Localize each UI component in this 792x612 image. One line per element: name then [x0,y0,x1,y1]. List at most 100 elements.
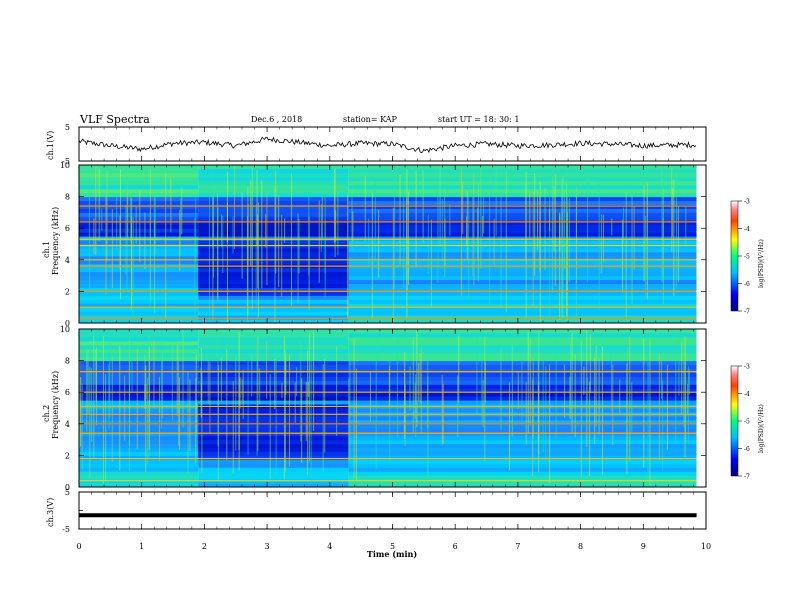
spectrogram-streak [419,353,421,404]
spectrogram-ytick-label: 4 [65,420,70,429]
spectrogram-streak [681,341,683,415]
spectrogram-streak [394,177,396,289]
spectrogram-streak [257,202,259,319]
spectrogram-streak [355,368,357,482]
spectrogram-cell [198,224,349,229]
spectrogram-cell [348,220,697,225]
colorbar-tick-label: -6 [744,446,750,453]
spectrogram-streak [79,358,81,448]
spectrogram-cell [198,435,349,441]
spectrogram-cell [198,295,349,300]
ch3-ytick-label: -5 [62,525,70,534]
time-tick-label: 9 [641,542,646,551]
spectrogram-cell [198,267,349,273]
spectrogram-streak [643,185,645,282]
ch2-colorbar-label: log(PSD)(V²/Hz) [758,404,765,453]
ch1-waveform-ticks: 5 -5 [62,123,70,166]
spectrogram-streak [625,191,627,320]
spectrogram-cell [198,415,349,421]
spectrogram-streak [483,174,485,234]
spectrogram-cell [348,364,697,369]
spectrogram-cell [79,364,199,369]
spectrogram-streak [131,197,133,305]
spectrogram-streak [595,345,597,427]
spectrogram-streak [307,350,309,475]
spectrogram-cell [348,208,697,213]
spectrogram-cell [79,471,199,476]
spectrogram-streak [444,218,446,268]
spectrogram-streak [153,340,155,409]
spectrogram-streak [509,382,511,471]
spectrogram-streak [495,169,497,237]
spectrogram-streak [257,214,259,289]
spectrogram-streak [517,372,519,409]
time-tick-label: 7 [515,542,520,551]
spectrogram-streak [247,331,249,456]
spectrogram-streak [220,214,222,248]
spectrogram-streak [661,170,663,282]
spectrogram-streak [130,190,132,242]
spectrogram-streak [281,214,283,297]
spectrogram-streak [388,366,390,408]
spectrogram-streak [208,179,210,323]
spectrogram-streak [529,338,531,426]
spectrogram-cell [79,360,199,366]
spectrogram-streak [284,350,286,472]
spectrogram-cell [198,419,349,425]
ch1-waveform-panel: 5 -5 ch.1(V) [46,123,707,166]
spectrogram-streak [476,334,478,415]
spectrogram-streak [460,168,462,296]
spectrogram-streak [144,212,146,270]
spectrogram-cell [198,336,349,342]
figure-station: station= KAP [343,115,398,124]
spectrogram-streak [683,341,685,428]
spectrogram-cell [198,255,349,261]
spectrogram-streak [347,194,349,319]
spectrogram-cell [348,368,697,373]
ch1-colorbar-ticks: -3 -4 -5 -6 -7 [738,199,750,316]
spectrogram-streak [232,216,234,254]
spectrogram-cell [348,315,697,320]
spectrogram-streak [623,207,625,243]
spectrogram-cell [79,299,199,304]
spectrogram-cell [348,212,697,217]
spectrogram-cell [198,244,349,249]
spectrogram-cell [79,352,199,358]
spectrogram-streak [179,209,181,271]
spectrogram-cell [348,224,697,229]
spectrogram-streak [284,218,286,243]
spectrogram-streak [179,377,181,451]
spectrogram-streak [217,207,219,302]
spectrogram-cell [198,247,349,253]
spectrogram-streak [241,379,243,402]
spectrogram-streak [466,191,468,260]
spectrogram-streak [256,169,258,247]
spectrogram-streak [320,204,322,253]
spectrogram-streak [305,382,307,441]
spectrogram-streak [351,187,353,250]
spectrogram-streak [368,218,370,266]
spectrogram-streak [647,336,649,486]
spectrogram-streak [337,192,339,256]
spectrogram-cell [348,279,697,284]
ch2-spectrogram-image [79,329,706,488]
spectrogram-cell [348,475,697,480]
spectrogram-streak [95,347,97,426]
spectrogram-cell [198,315,349,320]
spectrogram-streak [586,377,588,426]
spectrogram-streak [685,338,687,442]
spectrogram-streak [255,203,257,308]
spectrogram-streak [334,168,336,258]
spectrogram-cell [79,307,199,312]
colorbar-tick-label: -3 [744,364,750,371]
spectrogram-streak [91,368,93,442]
spectrogram-streak [477,183,479,281]
spectrogram-streak [274,358,276,410]
spectrogram-cell [348,356,697,362]
spectrogram-ytick-label: 8 [65,193,70,202]
spectrogram-cell [79,247,199,253]
spectrogram-cell [198,384,349,389]
spectrogram-cell [348,184,697,190]
spectrogram-cell [198,388,349,393]
spectrogram-streak [247,186,249,316]
